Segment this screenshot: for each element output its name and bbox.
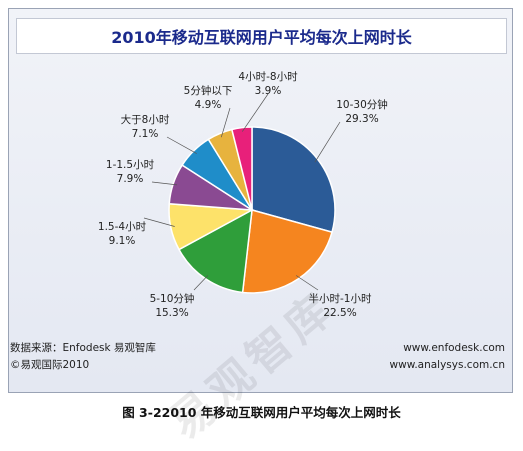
leader-line-8 [242, 93, 269, 132]
leader-line-3 [193, 275, 209, 291]
slice-value-label-6: 7.1% [132, 128, 159, 140]
slice-value-label-5: 7.9% [117, 173, 144, 185]
leader-line-2 [296, 275, 319, 291]
pie-slice-1 [251, 126, 336, 234]
slice-value-label-8: 3.9% [255, 85, 282, 97]
pie-slice-2 [241, 209, 333, 294]
footer-left: 数据来源：Enfodesk 易观智库 ©易观国际2010 [10, 340, 156, 374]
slice-value-label-2: 22.5% [323, 307, 356, 319]
slice-value-label-4: 9.1% [109, 235, 136, 247]
pie-slice-3 [178, 208, 253, 294]
slice-category-label-4: 1.5-4小时 [98, 221, 147, 233]
slice-category-label-7: 5分钟以下 [184, 84, 233, 97]
site-link-enfodesk[interactable]: www.enfodesk.com [403, 342, 505, 354]
leader-line-1 [314, 121, 341, 163]
slice-category-label-1: 10-30分钟 [336, 98, 388, 111]
leader-line-7 [220, 107, 231, 138]
footer-right: www.enfodesk.com www.analysys.com.cn [390, 340, 505, 374]
leader-line-6 [166, 136, 197, 154]
pie-chart: 10-30分钟 29.3% 半小时-1小时 22.5% 5-10分钟 15.3% 1.5-4… [98, 71, 388, 319]
slice-category-label-3: 5-10分钟 [150, 292, 195, 305]
slice-category-label-5: 1-1.5小时 [106, 159, 155, 171]
leader-line-5 [151, 181, 178, 186]
slice-category-label-2: 半小时-1小时 [309, 292, 372, 305]
leader-line-4 [143, 217, 175, 227]
copyright-text: ©易观国际2010 [10, 359, 90, 371]
pie-slice-8 [230, 126, 253, 211]
slice-category-label-6: 大于8小时 [121, 113, 170, 126]
chart-title: 2010年移动互联网用户平均每次上网时长 [16, 18, 507, 54]
site-link-analysys[interactable]: www.analysys.com.cn [389, 359, 505, 371]
figure-caption: 图 3-22010 年移动互联网用户平均每次上网时长 [122, 405, 401, 420]
slice-category-label-8: 4小时-8小时 [238, 71, 298, 83]
chart-frame: 2010年移动互联网用户平均每次上网时长 [8, 8, 513, 393]
slice-value-label-7: 4.9% [195, 99, 222, 111]
source-text: 数据来源：Enfodesk 易观智库 [10, 342, 156, 354]
slice-value-label-1: 29.3% [345, 113, 378, 125]
slice-value-label-3: 15.3% [155, 307, 188, 319]
